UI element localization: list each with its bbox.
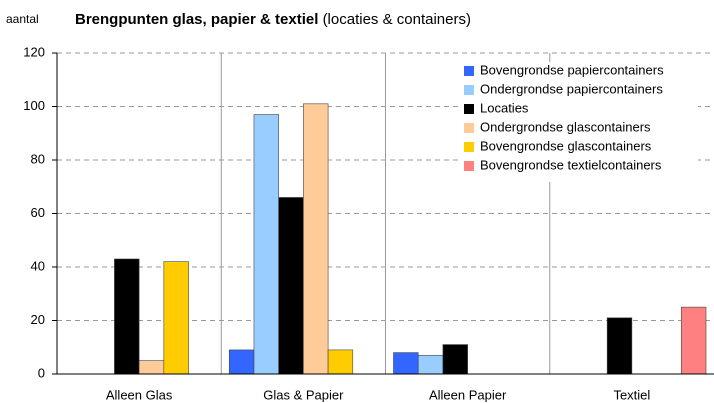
legend-swatch: [464, 123, 474, 133]
legend-swatch: [464, 161, 474, 171]
bar: [393, 352, 419, 375]
y-tick-label: 80: [31, 151, 45, 166]
chart-subtitle: (locaties & containers): [323, 11, 471, 28]
bar: [228, 349, 255, 375]
legend-label: Bovengrondse textielcontainers: [480, 157, 662, 172]
legend-label: Ondergrondse glascontainers: [480, 119, 651, 134]
bar: [138, 360, 165, 375]
bar: [327, 349, 354, 375]
y-tick-label: 20: [31, 312, 45, 327]
legend-box: [458, 62, 698, 182]
bar: [680, 306, 707, 375]
bar: [442, 344, 468, 375]
legend-label: Bovengrondse papiercontainers: [480, 62, 664, 77]
chart-heading: Brengpunten glas, papier & textiel (loca…: [75, 11, 471, 28]
legend-label: Ondergrondse papiercontainers: [480, 81, 663, 96]
y-tick-label: 120: [23, 44, 45, 59]
legend-label: Bovengrondse glascontainers: [480, 138, 652, 153]
y-tick-label: 40: [31, 258, 45, 273]
y-axis-label: aantal: [6, 12, 39, 26]
chart-title: Brengpunten glas, papier & textiel: [75, 11, 318, 28]
legend-swatch: [464, 85, 474, 95]
bar: [114, 258, 140, 375]
y-tick-label: 0: [38, 365, 45, 380]
y-tick-label: 60: [31, 205, 45, 220]
bar: [303, 103, 329, 375]
legend-swatch: [464, 142, 474, 152]
legend-swatch: [464, 66, 474, 76]
x-tick-label: Glas & Papier: [263, 387, 344, 402]
legend-label: Locaties: [480, 100, 529, 115]
bar: [606, 317, 633, 375]
bar: [278, 197, 304, 375]
bar: [253, 114, 279, 375]
bar: [417, 354, 444, 375]
bar: [163, 261, 189, 375]
legend-swatch: [464, 104, 474, 114]
x-tick-label: Textiel: [613, 387, 650, 402]
y-tick-label: 100: [23, 98, 45, 113]
x-tick-label: Alleen Papier: [429, 387, 507, 402]
x-tick-label: Alleen Glas: [106, 387, 173, 402]
